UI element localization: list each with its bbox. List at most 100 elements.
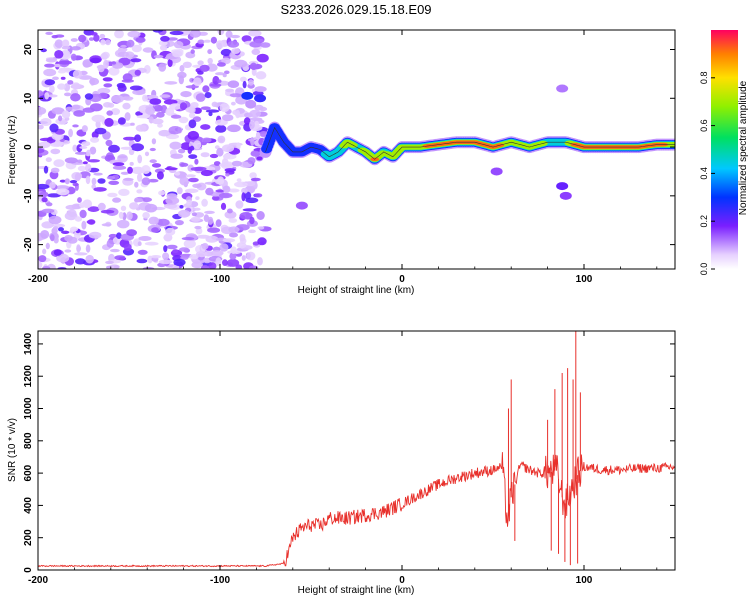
noise-blob (174, 220, 184, 226)
noise-blob (158, 40, 168, 46)
noise-blob (254, 38, 264, 43)
noise-blob (43, 68, 57, 77)
y-tick-label: 10 (23, 92, 34, 104)
noise-blob (111, 61, 117, 65)
noise-blob (76, 244, 81, 253)
noise-blob (74, 252, 88, 256)
noise-blob (82, 161, 88, 165)
noise-blob (114, 255, 126, 261)
noise-blob (106, 239, 115, 248)
noise-blob (72, 124, 79, 128)
noise-blob (93, 34, 100, 42)
noise-blob (195, 251, 208, 258)
noise-blob (105, 39, 111, 46)
noise-blob (127, 166, 133, 174)
noise-blob (193, 140, 202, 150)
noise-blob (57, 83, 66, 90)
noise-blob (88, 37, 95, 41)
noise-blob (189, 145, 195, 151)
noise-blob (64, 235, 73, 242)
noise-blob (122, 73, 133, 82)
noise-blob (188, 119, 197, 129)
noise-blob (174, 171, 181, 176)
noise-blob (137, 154, 143, 164)
noise-blob (200, 169, 213, 177)
noise-blob (102, 77, 113, 82)
noise-blob (222, 259, 228, 266)
snr-frame (37, 330, 676, 571)
noise-blob (156, 218, 170, 226)
noise-blob (163, 245, 168, 253)
noise-blob (180, 256, 189, 260)
noise-blob (179, 162, 189, 167)
x-tick-label: -100 (210, 274, 230, 285)
noise-blob (209, 153, 219, 159)
colorbar-tick-label: 0.6 (699, 119, 709, 132)
noise-blob (120, 205, 127, 211)
noise-blob (71, 104, 81, 110)
snr-plot-area (38, 331, 675, 568)
noise-blob (256, 53, 269, 63)
noise-blob (116, 232, 122, 239)
noise-blob (203, 39, 211, 43)
noise-blob (248, 79, 254, 86)
noise-blob (47, 94, 58, 98)
noise-blob (187, 130, 199, 140)
noise-blob (131, 143, 144, 152)
noise-blob (152, 118, 164, 125)
noise-blob (190, 102, 199, 108)
noise-blob (129, 161, 134, 166)
y-tick-label: 20 (23, 44, 34, 56)
snr-background (38, 331, 675, 570)
noise-blob (215, 119, 228, 126)
noise-blob (177, 209, 191, 218)
noise-blob (224, 70, 230, 75)
noise-blob (41, 197, 48, 203)
noise-blob (118, 188, 130, 196)
noise-blob (185, 85, 199, 89)
noise-blob (257, 237, 267, 246)
noise-blob (123, 243, 132, 251)
noise-blob (97, 202, 106, 211)
noise-blob (48, 215, 62, 225)
noise-blob (244, 191, 252, 200)
noise-blob (153, 54, 164, 59)
noise-blob (43, 165, 49, 174)
spectrogram-ylabel: Frequency (Hz) (7, 116, 18, 185)
noise-blob (95, 120, 101, 129)
noise-blob (49, 181, 56, 189)
noise-blob (112, 197, 122, 203)
noise-blob (227, 80, 240, 88)
noise-blob (38, 147, 45, 154)
noise-blob (158, 259, 173, 265)
noise-blob (159, 45, 168, 51)
noise-blob (128, 148, 135, 156)
noise-blob (239, 234, 246, 242)
noise-blob (69, 180, 78, 184)
noise-blob (202, 85, 210, 93)
noise-blob (246, 251, 256, 261)
noise-blob (81, 220, 87, 230)
noise-blob (166, 244, 178, 250)
noise-blob (217, 30, 225, 36)
noise-blob (64, 157, 78, 164)
noise-blob (141, 177, 151, 186)
noise-blob (75, 258, 86, 265)
noise-blob (234, 59, 248, 68)
noise-blob (210, 250, 224, 257)
noise-blob (183, 239, 196, 249)
noise-blob (249, 120, 255, 130)
noise-blob (91, 184, 96, 190)
noise-blob (239, 212, 253, 220)
noise-blob (212, 75, 220, 85)
noise-blob (103, 83, 113, 88)
noise-blob (254, 86, 267, 93)
noise-blob (245, 99, 257, 109)
noise-blob (97, 178, 106, 184)
noise-blob (240, 76, 247, 83)
noise-blob (219, 103, 230, 113)
noise-blob (231, 101, 236, 106)
